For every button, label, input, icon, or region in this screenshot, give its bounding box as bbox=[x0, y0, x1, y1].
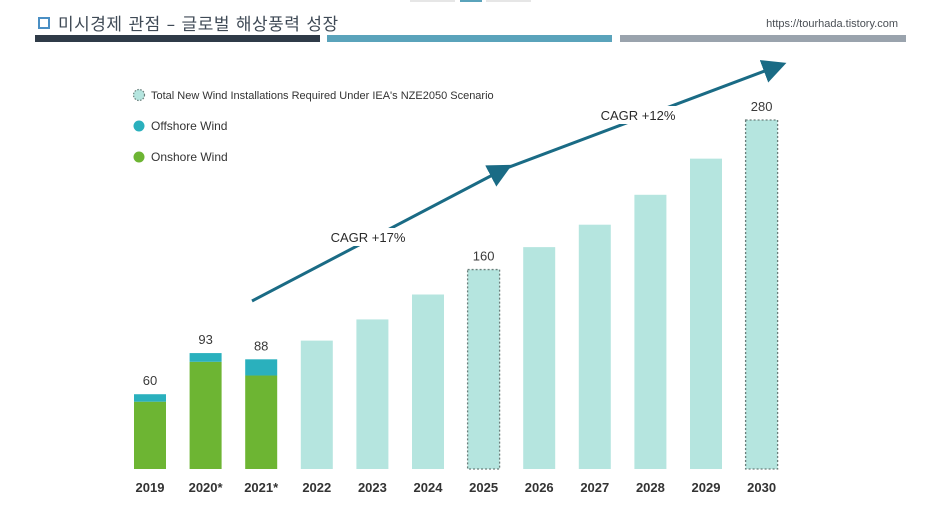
bar-offshore-2020 bbox=[189, 353, 222, 362]
bar-onshore-2021 bbox=[245, 375, 278, 469]
tick-label-2030: 2030 bbox=[747, 480, 776, 495]
legend-label-3: Onshore Wind bbox=[151, 150, 228, 164]
tick-label-2024: 2024 bbox=[414, 480, 444, 495]
chart-legend: Total New Wind Installations Required Un… bbox=[132, 88, 494, 164]
legend-swatch-3 bbox=[133, 151, 145, 163]
bar-offshore-2021 bbox=[245, 359, 278, 376]
legend-label-1: Total New Wind Installations Required Un… bbox=[151, 90, 494, 102]
cagr-label-bg-2 bbox=[598, 106, 678, 124]
tick-label-2029: 2029 bbox=[692, 480, 721, 495]
legend-swatch-1 bbox=[132, 88, 146, 102]
cagr-label-bg-1 bbox=[328, 228, 408, 246]
data-labels: 60 93 88 160 280 bbox=[143, 99, 773, 388]
bar-projected-2028 bbox=[634, 194, 667, 470]
data-label-2025: 160 bbox=[473, 249, 495, 264]
bar-projected-2022 bbox=[300, 340, 333, 469]
bar-projected-2026 bbox=[523, 247, 556, 469]
bars bbox=[134, 119, 779, 470]
header-divider-teal bbox=[327, 35, 612, 42]
header-divider-gray bbox=[620, 35, 906, 42]
bar-projected-2029 bbox=[690, 158, 722, 469]
bar-onshore-2020 bbox=[189, 361, 222, 469]
bar-projected-2025 bbox=[466, 268, 501, 470]
bar-projected-2024 bbox=[412, 294, 444, 469]
tick-label-2022: 2022 bbox=[302, 480, 331, 495]
tick-label-2028: 2028 bbox=[636, 480, 665, 495]
cagr-label-2: CAGR +12% bbox=[601, 108, 676, 123]
source-url: https://tourhada.tistory.com bbox=[766, 18, 898, 30]
data-label-2021: 88 bbox=[254, 338, 268, 353]
data-label-2030: 280 bbox=[751, 99, 773, 114]
checkbox-bullet-icon bbox=[38, 16, 50, 29]
cagr-label-1: CAGR +17% bbox=[331, 230, 406, 245]
data-label-2019: 60 bbox=[143, 373, 157, 388]
bar-projected-2030 bbox=[744, 119, 779, 470]
header-divider-dark bbox=[35, 35, 320, 42]
bar-onshore-2019 bbox=[134, 401, 166, 469]
bar-projected-2023 bbox=[356, 319, 389, 469]
page-title: 미시경제 관점 – 글로벌 해상풍력 성장 bbox=[38, 10, 339, 35]
bar-projected-2027 bbox=[578, 224, 611, 469]
tick-label-2019: 2019 bbox=[136, 480, 165, 495]
tick-label-2023: 2023 bbox=[358, 480, 387, 495]
cagr-arrows: CAGR +17% CAGR +12% bbox=[251, 60, 787, 303]
bar-offshore-2019 bbox=[134, 394, 166, 402]
tick-label-2021: 2021* bbox=[244, 480, 279, 495]
tick-label-2026: 2026 bbox=[525, 480, 554, 495]
page-title-text: 미시경제 관점 – 글로벌 해상풍력 성장 bbox=[58, 15, 339, 35]
data-label-2020: 93 bbox=[198, 332, 212, 347]
legend-label-2: Offshore Wind bbox=[151, 119, 227, 133]
tick-label-2027: 2027 bbox=[580, 480, 609, 495]
x-axis-ticks: 2019 2020* 2021* 2022 2023 2024 2025 2026 2027 20… bbox=[136, 480, 777, 495]
tick-label-2025: 2025 bbox=[469, 480, 498, 495]
legend-swatch-2 bbox=[133, 120, 145, 132]
tick-label-2020: 2020* bbox=[189, 480, 224, 495]
